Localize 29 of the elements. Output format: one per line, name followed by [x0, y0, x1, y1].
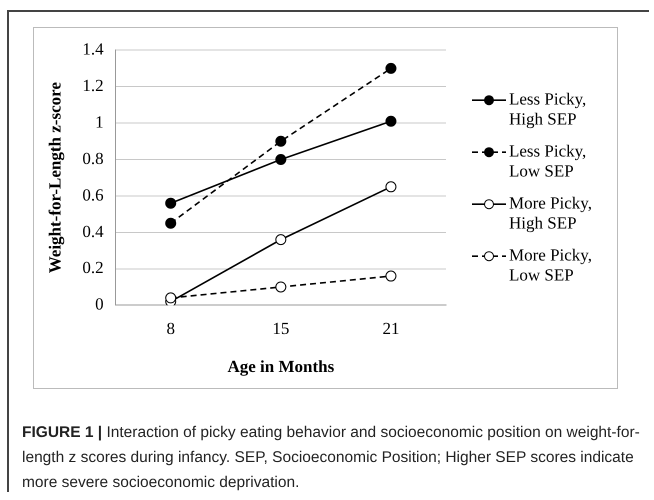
caption: FIGURE 1 | Interaction of picky eating behavior and socioeconomic position on weight-for-length z scores during infancy. SEP, Socioeconomic Position; Higher SEP scores indicate more severe socioeconomic deprivation. — [22, 423, 641, 493]
x-tick-label: 8 — [166, 318, 175, 338]
y-tick-label: 1.2 — [82, 76, 104, 96]
y-tick-label: 0.4 — [82, 222, 104, 241]
point — [275, 281, 286, 292]
y-tick-label: 1.4 — [82, 40, 104, 59]
point — [275, 136, 286, 147]
point — [385, 62, 396, 74]
x-tick-label: 21 — [382, 318, 400, 338]
y-tick-label: 0.8 — [82, 148, 104, 168]
y-tick-label: 0.6 — [82, 185, 104, 204]
point — [275, 234, 286, 246]
point — [165, 198, 176, 209]
legend-label: More Picky, High SEP — [509, 194, 592, 233]
point — [275, 154, 286, 165]
point — [385, 116, 396, 127]
point — [385, 181, 396, 192]
point — [165, 292, 176, 304]
y-tick-label: 0 — [95, 294, 104, 314]
y-tick-label: 1 — [95, 112, 104, 132]
legend-label: Less Picky, Low SEP — [509, 142, 586, 181]
x-tick-label: 15 — [272, 318, 290, 338]
legend-label: Less Picky, High SEP — [509, 90, 586, 129]
legend-label: More Picky, Low SEP — [509, 246, 592, 285]
y-tick-label: 0.2 — [82, 258, 104, 278]
point — [385, 270, 396, 282]
y-axis-title: Weight-for-Length z-score — [46, 82, 65, 274]
point — [165, 218, 176, 229]
x-axis-title: Age in Months — [227, 357, 335, 376]
